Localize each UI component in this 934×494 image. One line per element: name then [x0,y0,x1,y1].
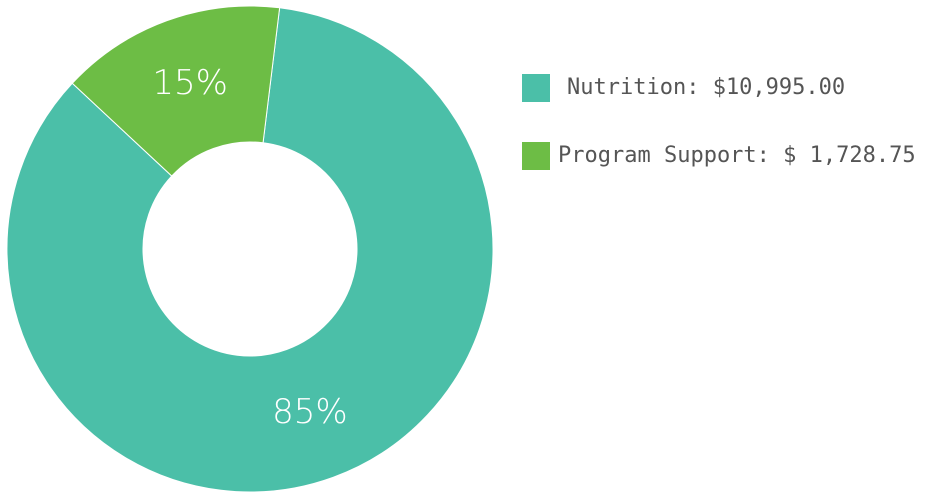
legend-swatch [522,74,550,102]
slice-label: 85% [272,392,348,432]
legend-swatch [522,142,550,170]
legend-label: Program Support: $ 1,728.75 [558,143,916,168]
slice-label: 15% [152,63,228,103]
legend-label: Nutrition: $10,995.00 [567,75,845,100]
pie-slice [6,7,494,493]
pie-slice [71,5,281,177]
